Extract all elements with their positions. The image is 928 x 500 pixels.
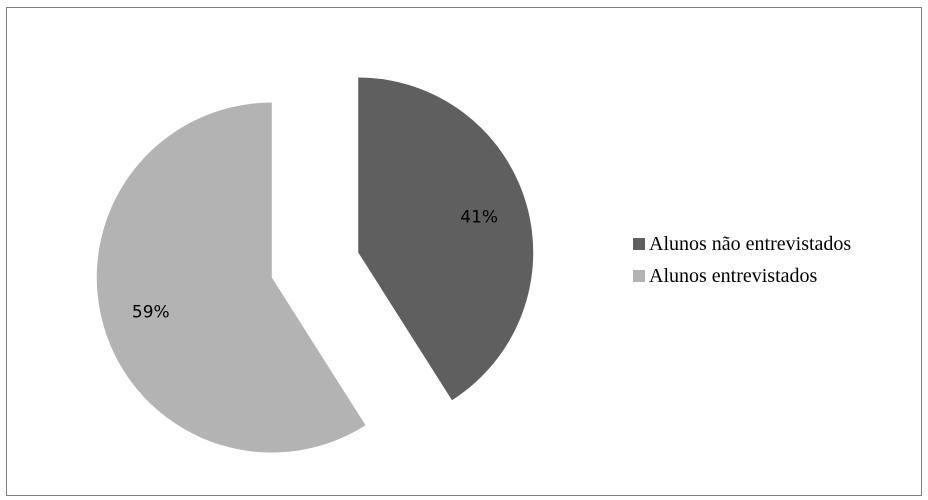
legend-item-nao-entrevistados: Alunos não entrevistados	[633, 228, 851, 260]
legend-item-entrevistados: Alunos entrevistados	[633, 260, 851, 292]
pie-data-labels: 41% 59%	[132, 207, 498, 322]
pie-data-label-0: 41%	[460, 207, 498, 227]
legend-label-nao-entrevistados: Alunos não entrevistados	[649, 233, 852, 255]
pie-data-label-1: 59%	[132, 303, 170, 323]
pie-slice-0	[358, 77, 534, 401]
legend: Alunos não entrevistados Alunos entrevis…	[633, 228, 851, 292]
legend-label-entrevistados: Alunos entrevistados	[649, 265, 818, 287]
legend-swatch-nao-entrevistados	[633, 238, 645, 250]
pie-slices	[96, 77, 534, 453]
pie-slice-1	[96, 102, 366, 453]
legend-swatch-entrevistados	[633, 270, 645, 282]
